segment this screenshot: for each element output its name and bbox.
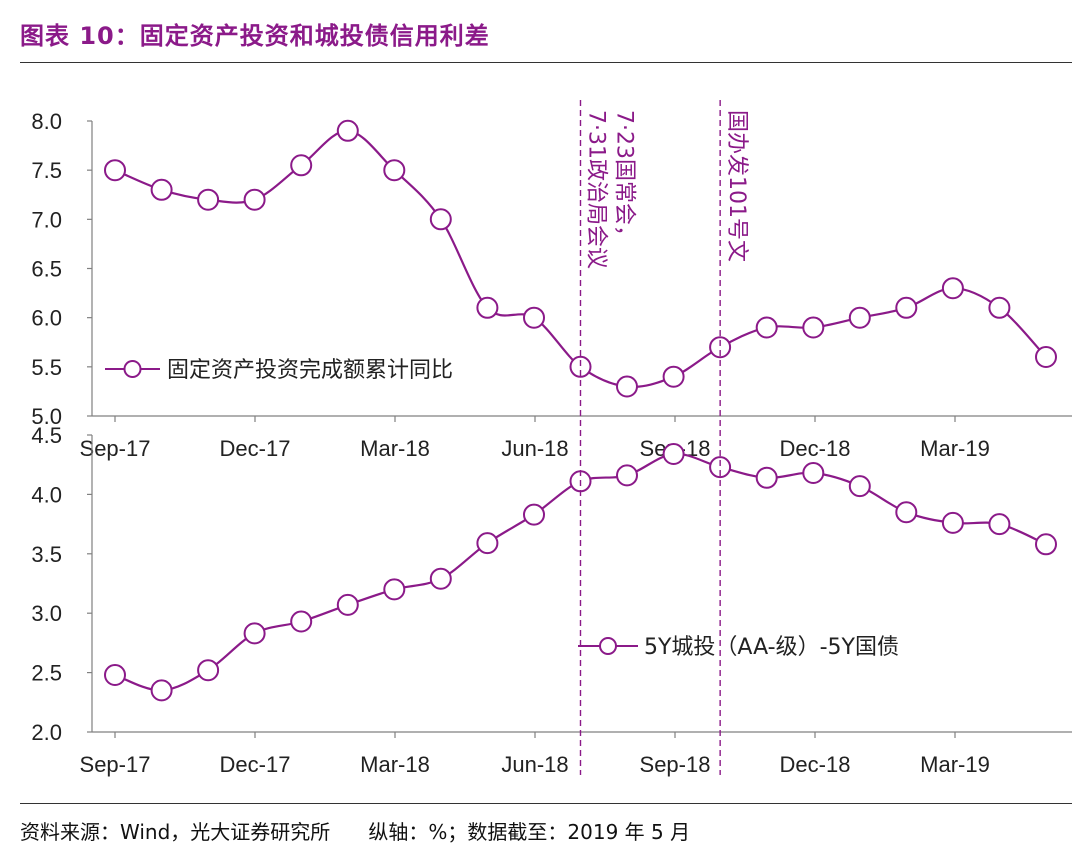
ffi-x-tick-label: Jun-18 [501, 436, 568, 461]
ffi-data-point [941, 277, 964, 300]
spread-legend-marker-icon [599, 637, 617, 655]
spread-x-tick-label: Mar-18 [360, 752, 430, 777]
chart-canvas: 8.0 7.5 7.0 6.5 6.0 5.5 5.0 Sep-17 Dec-17 Mar-18 J… [31, 100, 1072, 777]
ffi-data-point [476, 296, 499, 319]
spread-data-point [755, 466, 778, 489]
event-annotation-line: 7·23国常会， [612, 110, 637, 247]
ffi-y-tick-label: 7.5 [31, 158, 62, 183]
spread-y-tick-label: 2.0 [31, 720, 62, 745]
ffi-data-point [523, 306, 545, 329]
ffi-y-tick-label: 6.5 [31, 257, 62, 282]
spread-x-tick-label: Sep-18 [640, 752, 711, 777]
ffi-data-point [709, 336, 732, 359]
ffi-y-tick-label: 8.0 [31, 109, 62, 134]
spread-data-point [895, 501, 918, 524]
ffi-data-point [662, 365, 685, 388]
ffi-legend-marker-icon [123, 360, 142, 378]
ffi-data-point [988, 296, 1011, 319]
ffi-y-tick-label: 7.0 [31, 207, 62, 232]
ffi-x-tick-label: Sep-17 [80, 436, 151, 461]
ffi-y-tick-label: 5.0 [31, 404, 62, 429]
spread-data-point [709, 456, 732, 479]
ffi-data-point [895, 296, 918, 319]
ffi-y-tick-label: 5.5 [31, 355, 62, 380]
spread-x-tick-label: Mar-19 [920, 752, 990, 777]
ffi-x-tick-label: Dec-17 [220, 436, 291, 461]
ffi-data-point [755, 316, 778, 339]
ffi-data-point [1035, 346, 1057, 368]
ffi-x-tick-label: Mar-18 [360, 436, 430, 461]
ffi-x-tick-label: Mar-19 [920, 436, 990, 461]
spread-data-point [290, 610, 313, 633]
ffi-data-point [104, 159, 126, 182]
spread-data-point [150, 679, 173, 702]
spread-x-tick-label: Jun-18 [501, 752, 568, 777]
ffi-data-point [569, 355, 592, 378]
spread-data-point [336, 593, 359, 616]
spread-x-tick-label: Dec-17 [220, 752, 291, 777]
spread-data-point [988, 513, 1011, 536]
ffi-data-point [848, 306, 871, 329]
spread-y-tick-label: 4.5 [31, 423, 62, 448]
ffi-data-point [429, 208, 452, 231]
spread-data-point [104, 664, 126, 686]
event-annotation-line: 7·31政治局会议 [584, 110, 609, 269]
spread-y-tick-label: 2.5 [31, 661, 62, 686]
spread-data-point [243, 622, 266, 645]
ffi-data-point [802, 316, 825, 339]
event-annotation-line: 国办发101号文 [724, 110, 749, 262]
spread-data-point [662, 443, 685, 465]
spread-data-point [197, 659, 220, 682]
spread-x-tick-label: Sep-17 [80, 752, 151, 777]
spread-data-point [616, 464, 638, 487]
footer-divider [20, 803, 1072, 804]
ffi-legend-label: 固定资产投资完成额累计同比 [167, 358, 453, 383]
ffi-series-line [114, 129, 1047, 388]
spread-y-tick-label: 3.5 [31, 542, 62, 567]
ffi-data-point [243, 188, 266, 211]
ffi-data-point [336, 119, 359, 142]
spread-data-point [476, 532, 499, 555]
spread-data-point [383, 578, 406, 601]
spread-data-point [523, 503, 545, 526]
axis-note: 纵轴：%；数据截至：2019 年 5 月 [368, 820, 691, 844]
spread-legend-label: 5Y城投（AA-级）-5Y国债 [644, 635, 899, 660]
spread-data-point [429, 567, 452, 590]
spread-y-tick-label: 3.0 [31, 601, 62, 626]
spread-data-point [941, 511, 964, 534]
ffi-data-point [383, 159, 406, 182]
title-divider [20, 62, 1072, 63]
figure-footer: 资料来源：Wind，光大证券研究所 纵轴：%；数据截至：2019 年 5 月 [20, 816, 690, 845]
source-note: 资料来源：Wind，光大证券研究所 [20, 820, 331, 844]
spread-y-tick-label: 4.0 [31, 482, 62, 507]
ffi-x-tick-label: Dec-18 [780, 436, 851, 461]
ffi-y-tick-label: 6.0 [31, 306, 62, 331]
spread-data-point [802, 462, 825, 484]
spread-data-point [848, 475, 871, 498]
spread-data-point [1035, 533, 1057, 556]
ffi-data-point [197, 188, 220, 211]
ffi-data-point [150, 178, 173, 201]
ffi-data-point [616, 375, 638, 398]
ffi-data-point [290, 154, 313, 177]
spread-x-tick-label: Dec-18 [780, 752, 851, 777]
figure-title: 图表 10：固定资产投资和城投债信用利差 [20, 22, 490, 50]
